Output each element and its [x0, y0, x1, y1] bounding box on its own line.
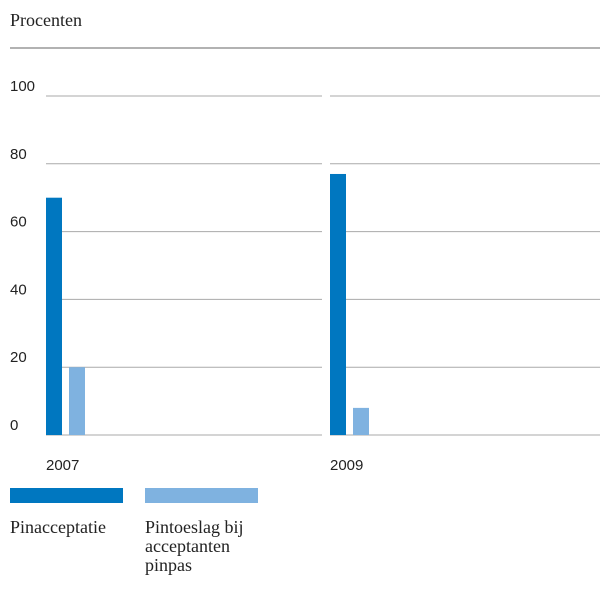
- legend-label: Pintoeslag bij acceptanten pinpas: [145, 517, 244, 575]
- y-tick-label: 80: [10, 146, 27, 163]
- bar: [353, 407, 369, 435]
- y-tick-label: 40: [10, 281, 27, 298]
- bar: [46, 197, 62, 435]
- y-tick-label: 60: [10, 214, 27, 231]
- legend-swatch: [145, 488, 258, 503]
- y-tick-label: 20: [10, 349, 27, 366]
- y-tick-label: 0: [10, 417, 18, 434]
- y-tick-label: 100: [10, 78, 35, 95]
- x-tick-label: 2007: [46, 457, 79, 474]
- bar: [330, 173, 346, 435]
- legend-swatch: [10, 488, 123, 503]
- x-tick-label: 2009: [330, 457, 363, 474]
- legend-label: Pinacceptatie: [10, 517, 106, 537]
- y-axis-label: Procenten: [10, 10, 82, 30]
- bar: [69, 367, 85, 435]
